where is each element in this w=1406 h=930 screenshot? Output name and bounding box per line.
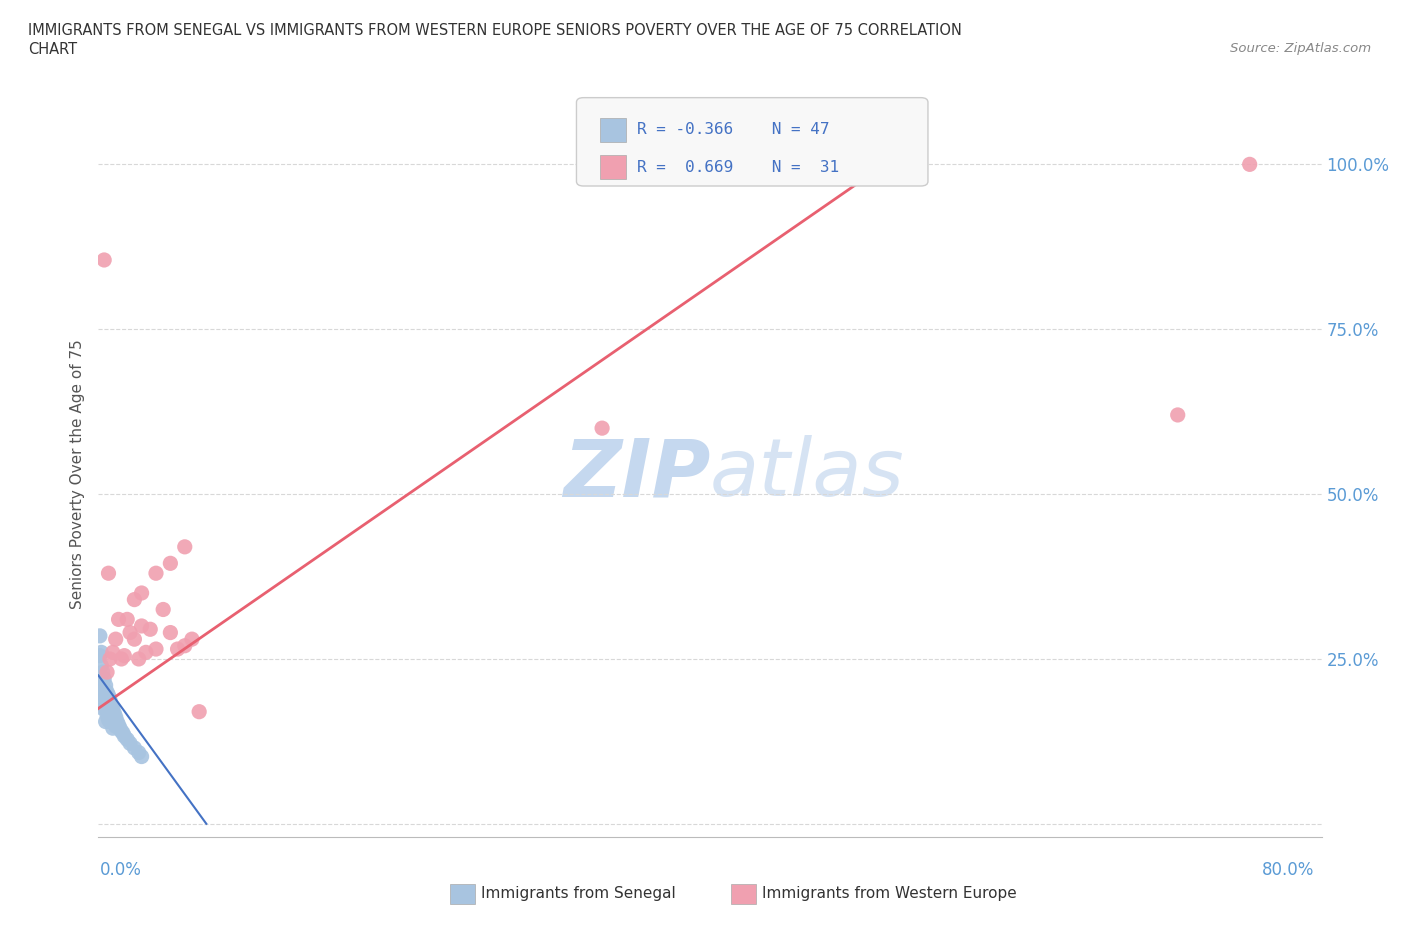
- Point: [110, 724, 132, 739]
- Text: R = -0.366    N = 47: R = -0.366 N = 47: [637, 123, 830, 138]
- Point: [112, 729, 135, 744]
- Text: Source: ZipAtlas.com: Source: ZipAtlas.com: [1230, 42, 1371, 55]
- Point: [98, 693, 121, 708]
- Point: [124, 592, 146, 607]
- Point: [101, 644, 124, 659]
- Point: [91, 688, 114, 703]
- Point: [101, 721, 124, 736]
- Point: [159, 625, 181, 640]
- Point: [159, 556, 181, 571]
- Point: [89, 629, 111, 644]
- Point: [90, 688, 112, 703]
- Point: [135, 644, 157, 659]
- Point: [100, 699, 122, 714]
- Point: [101, 711, 124, 725]
- Point: [115, 732, 138, 747]
- Point: [89, 671, 111, 686]
- Point: [94, 678, 117, 693]
- Point: [91, 665, 114, 680]
- Point: [591, 420, 613, 435]
- Point: [97, 701, 120, 716]
- Point: [89, 648, 111, 663]
- Point: [145, 642, 167, 657]
- Point: [91, 701, 114, 716]
- Point: [90, 644, 112, 659]
- Point: [98, 714, 121, 729]
- Point: [139, 622, 162, 637]
- Point: [115, 612, 138, 627]
- Point: [104, 710, 127, 724]
- Point: [96, 708, 118, 723]
- Point: [94, 714, 117, 729]
- Point: [107, 612, 129, 627]
- Point: [128, 745, 150, 760]
- Point: [173, 539, 195, 554]
- Point: [90, 658, 112, 673]
- Point: [166, 642, 188, 657]
- Point: [103, 715, 125, 730]
- Point: [93, 698, 115, 712]
- Point: [105, 714, 128, 729]
- Point: [1167, 407, 1189, 422]
- Point: [93, 684, 115, 699]
- Point: [98, 704, 121, 719]
- Point: [145, 565, 167, 580]
- Point: [120, 736, 142, 751]
- Point: [93, 253, 115, 268]
- Y-axis label: Seniors Poverty Over the Age of 75: Seniors Poverty Over the Age of 75: [69, 339, 84, 609]
- Text: ZIP: ZIP: [562, 435, 710, 513]
- Point: [97, 565, 120, 580]
- Point: [111, 725, 134, 740]
- Point: [131, 618, 153, 633]
- Point: [104, 719, 127, 734]
- Point: [120, 625, 142, 640]
- Point: [107, 717, 129, 732]
- Point: [112, 648, 135, 663]
- Point: [124, 631, 146, 646]
- Point: [97, 712, 120, 727]
- Point: [91, 678, 114, 693]
- Text: Immigrants from Senegal: Immigrants from Senegal: [481, 886, 676, 901]
- Point: [97, 688, 120, 703]
- Point: [188, 704, 211, 719]
- Point: [96, 665, 118, 680]
- Point: [173, 638, 195, 653]
- Point: [108, 721, 131, 736]
- Point: [104, 631, 127, 646]
- Point: [103, 706, 125, 721]
- Text: Immigrants from Western Europe: Immigrants from Western Europe: [762, 886, 1017, 901]
- Point: [96, 684, 118, 699]
- Text: 0.0%: 0.0%: [100, 860, 142, 879]
- Point: [101, 701, 124, 716]
- Point: [93, 671, 115, 686]
- Point: [152, 602, 174, 617]
- Point: [131, 586, 153, 601]
- Point: [98, 652, 121, 667]
- Text: atlas: atlas: [710, 435, 905, 513]
- Text: IMMIGRANTS FROM SENEGAL VS IMMIGRANTS FROM WESTERN EUROPE SENIORS POVERTY OVER T: IMMIGRANTS FROM SENEGAL VS IMMIGRANTS FR…: [28, 23, 962, 38]
- Point: [131, 749, 153, 764]
- Point: [110, 652, 132, 667]
- Point: [1239, 157, 1261, 172]
- Text: R =  0.669    N =  31: R = 0.669 N = 31: [637, 160, 839, 175]
- Point: [124, 740, 146, 755]
- Text: CHART: CHART: [28, 42, 77, 57]
- Point: [94, 688, 117, 703]
- Point: [100, 710, 122, 724]
- Point: [96, 695, 118, 710]
- Point: [90, 674, 112, 689]
- Point: [181, 631, 204, 646]
- Point: [128, 652, 150, 667]
- Text: 80.0%: 80.0%: [1263, 860, 1315, 879]
- Point: [94, 701, 117, 716]
